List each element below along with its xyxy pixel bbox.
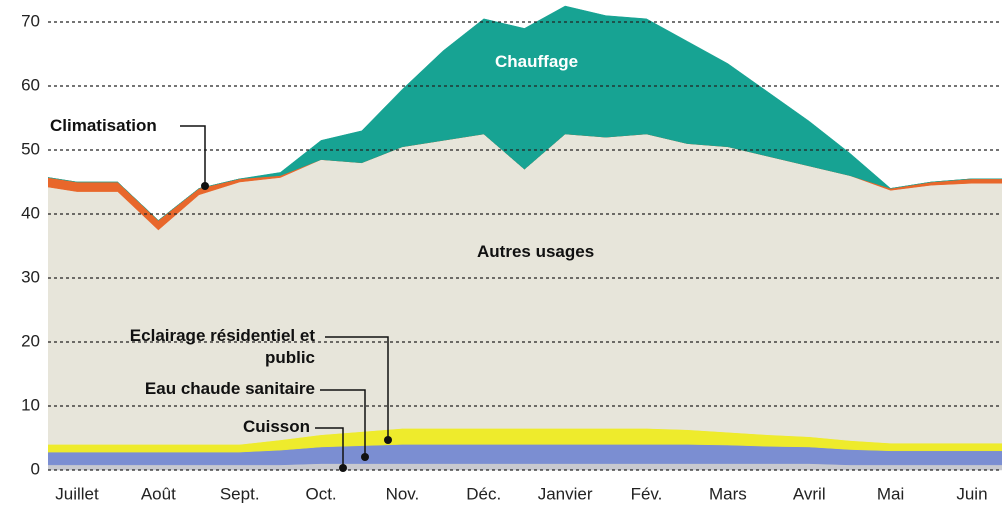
x-tick-label: Mai bbox=[877, 484, 904, 503]
x-tick-label: Mars bbox=[709, 484, 747, 503]
series-label: Eau chaude sanitaire bbox=[144, 379, 315, 398]
x-tick-label: Avril bbox=[793, 484, 826, 503]
callout-dot bbox=[384, 436, 392, 444]
callout-line bbox=[320, 389, 366, 457]
x-tick-label: Nov. bbox=[386, 484, 420, 503]
x-tick-label: Fév. bbox=[631, 484, 663, 503]
series-label: Autres usages bbox=[477, 242, 595, 261]
series-label: Chauffage bbox=[495, 52, 579, 71]
x-tick-label: Sept. bbox=[220, 484, 260, 503]
y-tick-label: 70 bbox=[21, 11, 40, 30]
x-tick-label: Juillet bbox=[55, 484, 99, 503]
y-tick-label: 60 bbox=[21, 75, 40, 94]
callouts bbox=[180, 125, 389, 468]
y-tick-label: 10 bbox=[21, 395, 40, 414]
x-tick-label: Janvier bbox=[538, 484, 593, 503]
area bbox=[48, 5, 1002, 221]
callout-dot bbox=[201, 182, 209, 190]
y-tick-label: 20 bbox=[21, 331, 40, 350]
x-tick-label: Oct. bbox=[305, 484, 336, 503]
y-tick-label: 30 bbox=[21, 267, 40, 286]
callout-line bbox=[325, 336, 389, 440]
series-label: Cuisson bbox=[242, 417, 310, 436]
x-tick-label: Déc. bbox=[466, 484, 501, 503]
x-tick-label: Juin bbox=[956, 484, 987, 503]
x-tick-label: Août bbox=[141, 484, 176, 503]
callout-line bbox=[315, 427, 344, 468]
series-label: Climatisation bbox=[50, 116, 157, 135]
areas bbox=[48, 5, 1002, 471]
grid: 0 10 20 30 40 50 60 70 Juillet Août Sept. Oct. Nov. D… bbox=[21, 11, 1002, 503]
callout-dot bbox=[339, 464, 347, 472]
y-tick-label: 40 bbox=[21, 203, 40, 222]
series-label: Eclairage résidentiel et public bbox=[129, 326, 315, 367]
callout-line bbox=[180, 125, 206, 186]
y-tick-label: 0 bbox=[31, 459, 40, 478]
callout-dot bbox=[361, 453, 369, 461]
callout-dots bbox=[201, 182, 392, 472]
y-tick-label: 50 bbox=[21, 139, 40, 158]
